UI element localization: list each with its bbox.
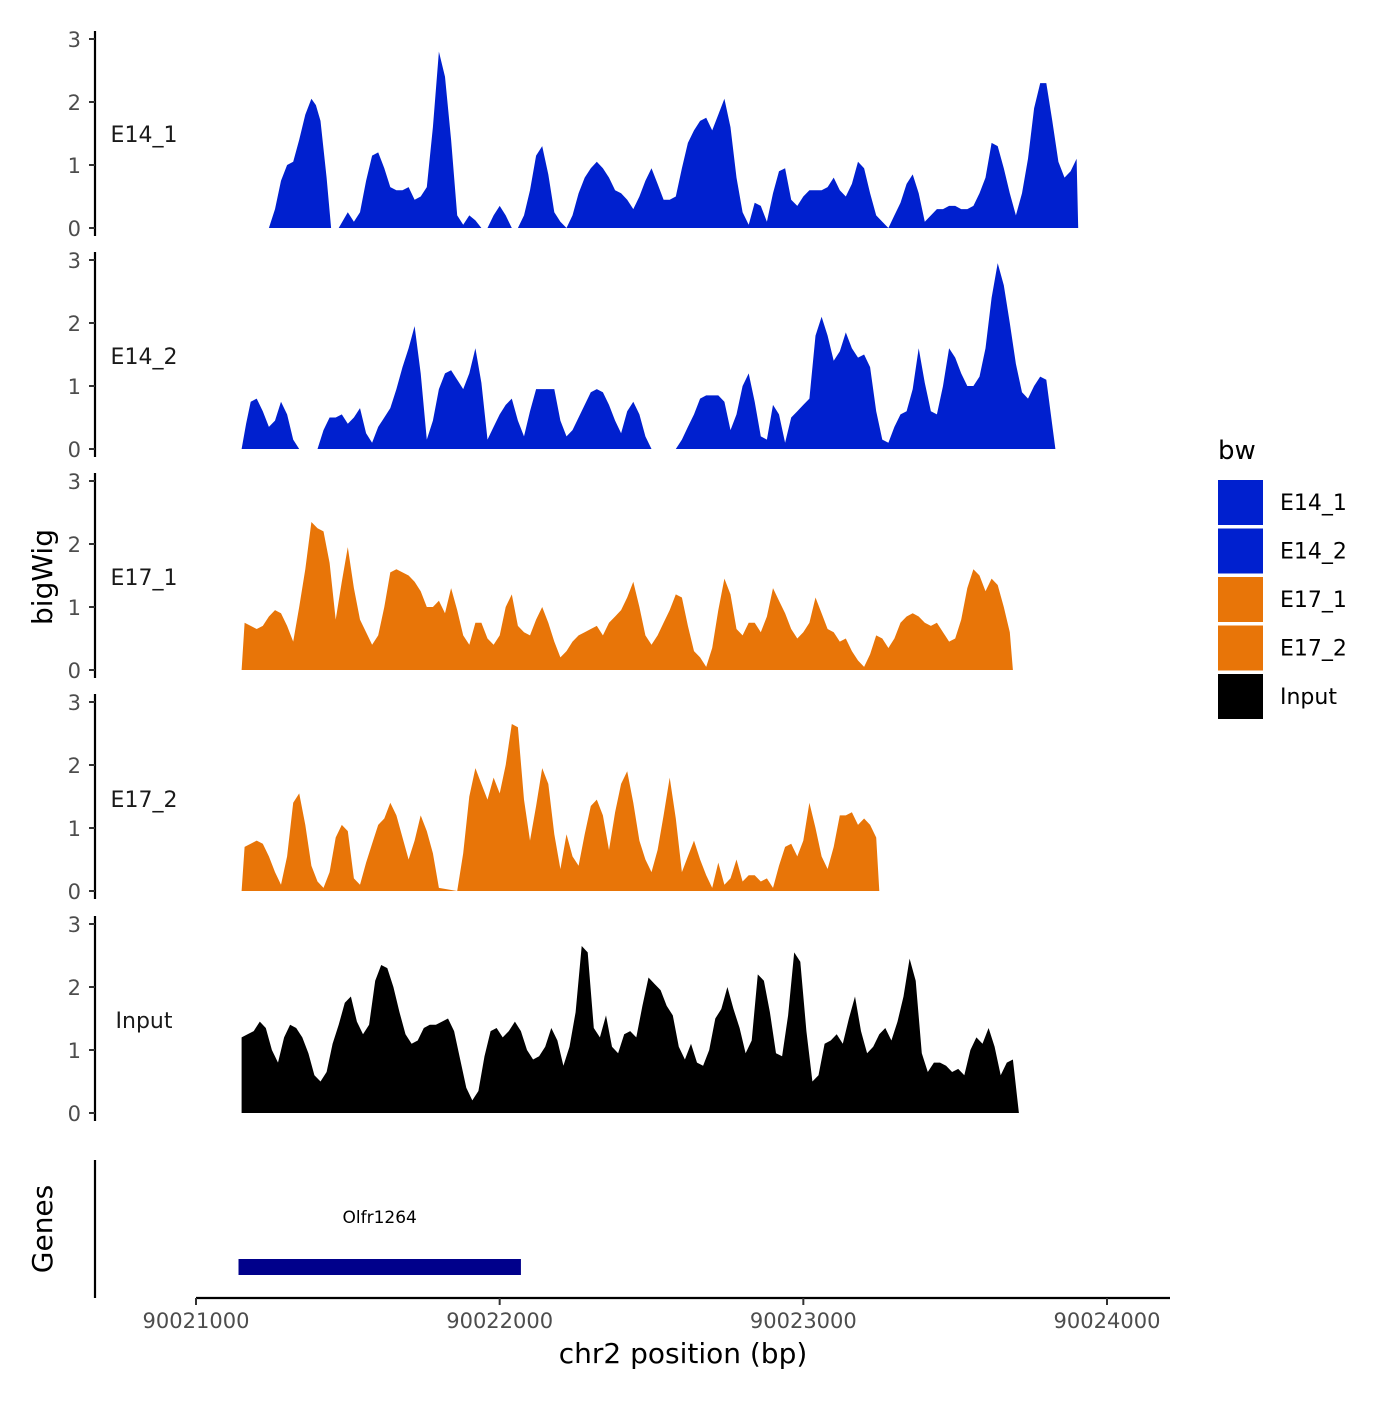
legend-title: bw — [1218, 436, 1256, 466]
legend-label-input: Input — [1280, 685, 1337, 710]
y-tick-label-e14-1-3: 3 — [68, 28, 81, 52]
area-input — [241, 946, 1019, 1113]
y-tick-label-input-0: 0 — [68, 1102, 81, 1126]
gene-body-0 — [238, 1259, 521, 1275]
y-axis-title: bigWig — [26, 529, 59, 625]
track-label-input: Input — [116, 1009, 173, 1034]
y-tick-label-input-1: 1 — [68, 1039, 81, 1063]
legend-swatch-e17-1 — [1218, 577, 1263, 622]
y-tick-label-e17-1-0: 0 — [68, 659, 81, 683]
y-tick-label-e14-1-1: 1 — [68, 154, 81, 178]
x-tick-label-3: 90024000 — [1054, 1309, 1161, 1333]
y-tick-label-e17-1-3: 3 — [68, 470, 81, 494]
y-tick-label-e14-1-0: 0 — [68, 217, 81, 241]
gene-label-0: Olfr1264 — [343, 1208, 417, 1228]
y-tick-label-input-2: 2 — [68, 976, 81, 1000]
area-e17-2 — [241, 724, 880, 891]
legend-swatch-e14-1 — [1218, 480, 1263, 525]
y-tick-label-e17-2-0: 0 — [68, 880, 81, 904]
y-tick-label-e17-1-1: 1 — [68, 596, 81, 620]
y-tick-label-e17-2-2: 2 — [68, 754, 81, 778]
area-e17-1 — [241, 522, 1013, 670]
y-tick-label-e17-2-3: 3 — [68, 691, 81, 715]
y-tick-label-e14-1-2: 2 — [68, 91, 81, 115]
x-tick-label-1: 90022000 — [446, 1309, 553, 1333]
x-axis-title: chr2 position (bp) — [559, 1337, 808, 1370]
y-tick-label-e14-2-0: 0 — [68, 438, 81, 462]
track-label-e14-1: E14_1 — [111, 123, 178, 148]
legend-swatch-e17-2 — [1218, 625, 1263, 671]
legend-label-e17-2: E17_2 — [1280, 637, 1347, 662]
y-tick-label-e17-1-2: 2 — [68, 533, 81, 557]
legend-swatch-input — [1218, 674, 1263, 719]
y-tick-label-e14-2-3: 3 — [68, 249, 81, 273]
y-tick-label-e17-2-1: 1 — [68, 817, 81, 841]
legend-label-e14-2: E14_2 — [1280, 540, 1347, 565]
legend-swatch-e14-2 — [1218, 528, 1263, 574]
y-tick-label-e14-2-1: 1 — [68, 375, 81, 399]
legend-label-e17-1: E17_1 — [1280, 588, 1347, 613]
track-label-e14-2: E14_2 — [111, 345, 178, 370]
area-e14-1 — [268, 51, 1079, 228]
y-tick-label-input-3: 3 — [68, 913, 81, 937]
track-label-e17-1: E17_1 — [111, 566, 178, 591]
area-e14-2 — [241, 263, 1056, 449]
x-tick-label-0: 90021000 — [143, 1309, 250, 1333]
y-tick-label-e14-2-2: 2 — [68, 312, 81, 336]
track-label-e17-2: E17_2 — [111, 788, 178, 813]
x-tick-label-2: 90023000 — [750, 1309, 857, 1333]
genes-panel-title: Genes — [26, 1185, 59, 1273]
legend-label-e14-1: E14_1 — [1280, 491, 1347, 516]
